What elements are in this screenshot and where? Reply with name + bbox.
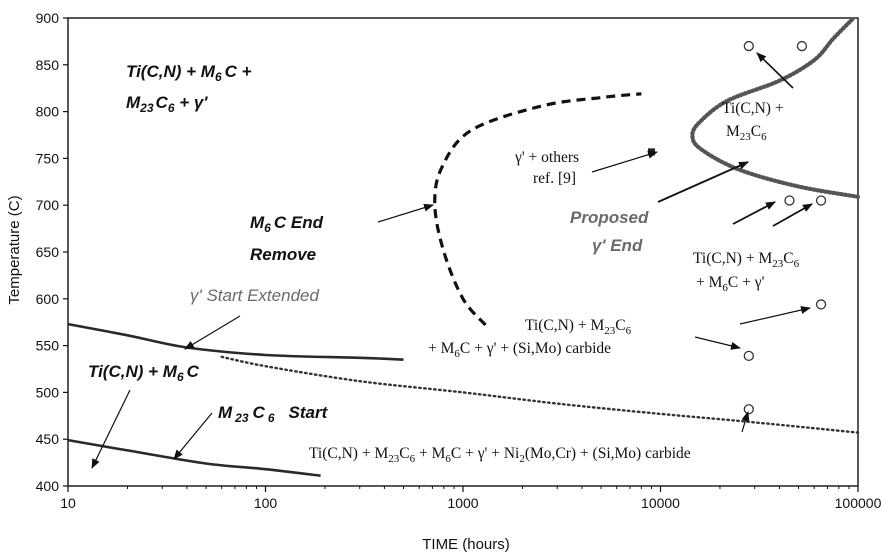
annotation-arrows: [91, 52, 813, 469]
annotation-m23c6-start: M 23 C 6 Start: [218, 403, 329, 425]
y-axis: 400 450 500 550 600 650 700 750 800 850 900: [36, 10, 68, 494]
arrow-ticn-m6c: [91, 389, 131, 469]
annotation-ticn-m23c6-2: M23C6: [726, 123, 767, 143]
y-tick-label: 400: [36, 478, 60, 494]
y-tick-label: 550: [36, 338, 60, 354]
y-tick-label: 600: [36, 291, 60, 307]
annotation-ticn-m23c6-1: Ti(C,N) +: [722, 100, 784, 117]
data-marker-circle: [796, 40, 808, 52]
x-axis-title: TIME (hours): [422, 536, 510, 553]
arrow-center: [694, 336, 741, 350]
arrow-proposed-2: [732, 201, 776, 225]
annotation-m6c-end-1: M6 C End: [250, 213, 324, 235]
data-marker-circle: [743, 40, 754, 52]
data-marker-circle: [743, 350, 754, 362]
series-line-4: [433, 92, 642, 327]
y-tick-label: 900: [36, 10, 60, 26]
series-line-3: [220, 355, 860, 434]
x-axis: 10 100 1000 10000 100000: [60, 486, 882, 511]
x-tick-label: 100: [254, 495, 278, 511]
y-tick-label: 750: [36, 150, 60, 166]
y-tick-label: 450: [36, 431, 60, 447]
series-layer: [67, 15, 861, 477]
data-marker-circle: [743, 404, 754, 415]
annotation-gamma-others-1: γ' + others: [514, 149, 579, 166]
y-tick-label: 850: [36, 57, 60, 73]
y-tick-label: 500: [36, 384, 60, 400]
x-tick-label: 1000: [447, 495, 478, 511]
y-tick-label: 700: [36, 197, 60, 213]
arrow-gamma-others: [591, 150, 658, 173]
data-marker-circle: [815, 195, 827, 206]
arrow-proposed-1: [657, 161, 749, 203]
annotation-ticn-m6c: Ti(C,N) + M6 C: [88, 362, 200, 384]
arrow-gamma-start-extended: [184, 315, 241, 350]
y-tick-label: 800: [36, 104, 60, 120]
y-axis-title: Temperature (C): [6, 195, 23, 304]
annotation-right-mid-1: Ti(C,N) + M23C6: [693, 250, 800, 270]
x-tick-label: 10000: [641, 495, 680, 511]
arrow-right-mid: [739, 306, 811, 325]
annotation-gamma-others-2: ref. [9]: [533, 170, 576, 187]
arrow-proposed-3: [772, 203, 813, 227]
arrow-m6c-end: [377, 203, 434, 223]
annotation-bottom: Ti(C,N) + M23C6 + M6C + γ' + Ni2(Mo,Cr) …: [309, 445, 691, 465]
annotation-center-1: Ti(C,N) + M23C6: [525, 317, 632, 337]
arrow-m23c6-start: [173, 412, 213, 460]
annotation-top-left-1: Ti(C,N) + M6 C +: [126, 62, 252, 84]
data-marker-circle: [784, 195, 795, 206]
series-line-1: [67, 438, 321, 477]
y-tick-label: 650: [36, 244, 60, 260]
annotation-top-left-2: M23 C6 + γ': [126, 93, 208, 115]
annotation-right-mid-2: + M6C + γ': [696, 274, 765, 294]
annotation-proposed-1: Proposed: [570, 208, 649, 227]
x-tick-label: 10: [60, 495, 76, 511]
series-line-5: [690, 15, 861, 199]
arrow-ticn-m23c6-top: [756, 52, 794, 89]
data-marker-circle: [815, 299, 827, 310]
annotation-center-2: + M6C + γ' + (Si,Mo) carbide: [428, 340, 611, 360]
annotation-m6c-end-2: Remove: [250, 245, 316, 264]
arrow-bottom: [741, 411, 750, 433]
x-tick-label: 100000: [835, 495, 882, 511]
annotation-gamma-start-extended: γ' Start Extended: [190, 286, 319, 305]
series-line-2: [67, 322, 404, 361]
annotation-proposed-2: γ' End: [592, 236, 643, 255]
